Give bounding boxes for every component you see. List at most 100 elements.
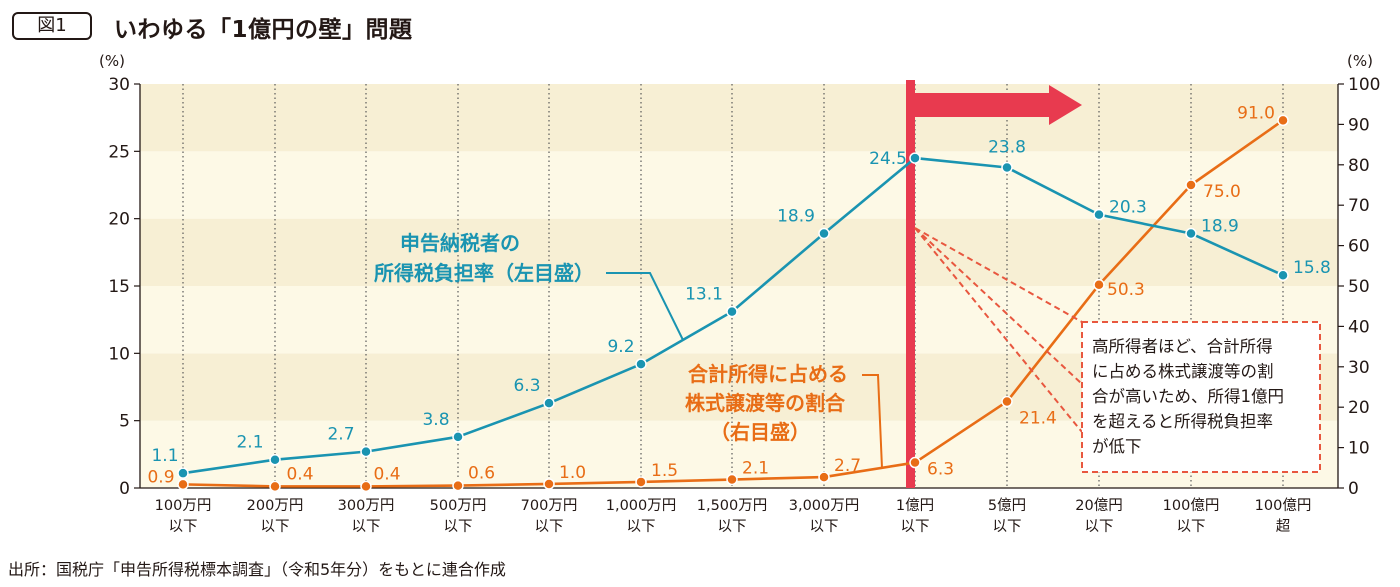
- tax-rate-data-label: 2.7: [327, 425, 354, 445]
- category-label: 100億円: [1163, 497, 1220, 514]
- right-tick-label: 100: [1348, 75, 1380, 95]
- category-label: 5億円: [988, 497, 1026, 514]
- note-box: [1081, 321, 1321, 473]
- share-data-label: 75.0: [1203, 182, 1241, 202]
- share-point: [452, 479, 464, 492]
- tax-rate-point: [909, 152, 921, 164]
- category-label: 超: [1276, 518, 1291, 535]
- right-tick-label: 70: [1348, 196, 1370, 216]
- tax-rate-point: [635, 358, 647, 370]
- tax-rate-data-label: 13.1: [685, 285, 723, 305]
- share-data-label: 2.7: [834, 456, 861, 476]
- note-text-line: に占める株式譲渡等の割: [1092, 362, 1274, 381]
- threshold-arrow: [915, 85, 1082, 125]
- right-axis-unit: (%): [1347, 52, 1373, 70]
- left-tick-label: 30: [108, 75, 130, 95]
- tax-rate-point: [177, 467, 189, 479]
- tax-rate-data-label: 23.8: [988, 137, 1026, 157]
- tax-rate-series-label: 申告納税者の: [400, 231, 520, 255]
- category-label: 以下: [901, 519, 930, 535]
- share-series-label: （右目盛）: [710, 420, 810, 444]
- note-pointer-line: [914, 227, 1083, 323]
- tax-rate-data-label: 18.9: [1201, 216, 1239, 236]
- tax-rate-point: [726, 305, 738, 318]
- tax-rate-data-label: 18.9: [777, 206, 815, 226]
- tax-rate-point: [452, 431, 464, 443]
- category-label: 以下: [627, 519, 656, 535]
- share-data-label: 1.0: [559, 463, 586, 483]
- tax-rate-data-label: 24.5: [869, 149, 907, 169]
- share-point: [635, 476, 647, 488]
- left-tick-label: 15: [108, 277, 130, 297]
- right-tick-label: 50: [1348, 277, 1370, 297]
- category-label: 以下: [169, 519, 198, 535]
- share-data-label: 21.4: [1019, 409, 1057, 429]
- right-tick-label: 20: [1348, 398, 1370, 418]
- background-band: [140, 151, 1338, 219]
- right-tick-label: 40: [1348, 317, 1370, 337]
- share-data-label: 50.3: [1107, 280, 1145, 300]
- right-tick-label: 60: [1348, 237, 1370, 257]
- category-label: 以下: [1085, 519, 1114, 535]
- tax-rate-data-label: 6.3: [513, 376, 540, 396]
- figure-label: 図1: [12, 12, 92, 40]
- note-text-line: 合が高いため、所得1億円: [1092, 387, 1284, 406]
- category-label: 以下: [718, 519, 747, 535]
- share-leader-line: [862, 374, 883, 469]
- category-label: 以下: [810, 519, 839, 535]
- source-note: 出所：国税庁「申告所得税標本調査」（令和5年分）をもとに連合作成: [8, 560, 506, 579]
- right-tick-label: 0: [1348, 479, 1359, 499]
- share-data-label: 2.1: [742, 459, 769, 479]
- left-tick-label: 25: [108, 142, 130, 162]
- right-tick-label: 90: [1348, 115, 1370, 135]
- share-point: [1277, 114, 1289, 127]
- note-text-line: が低下: [1092, 437, 1142, 456]
- tax-rate-point: [360, 445, 372, 458]
- tax-rate-series-label: 所得税負担率（左目盛）: [374, 261, 594, 285]
- left-tick-label: 10: [108, 344, 130, 364]
- tax-rate-data-label: 2.1: [236, 433, 263, 453]
- category-label: 以下: [535, 519, 564, 535]
- share-data-label: 6.3: [927, 460, 954, 480]
- category-label: 100万円: [155, 498, 212, 514]
- share-data-label: 0.6: [468, 464, 495, 484]
- category-label: 3,000万円: [789, 498, 860, 514]
- share-data-label: 0.4: [373, 464, 400, 484]
- share-series-label: 株式譲渡等の割合: [685, 391, 846, 415]
- tax-rate-point: [1001, 161, 1013, 174]
- right-tick-label: 80: [1348, 156, 1370, 176]
- share-point: [1093, 279, 1105, 291]
- share-data-label: 0.4: [286, 464, 313, 484]
- share-point: [269, 480, 281, 493]
- right-tick-label: 10: [1348, 439, 1370, 459]
- share-point: [1001, 395, 1013, 408]
- category-label: 以下: [993, 519, 1022, 535]
- note-text-line: を超えると所得税負担率: [1092, 412, 1273, 431]
- category-label: 500万円: [430, 498, 487, 514]
- tax-rate-data-label: 9.2: [607, 337, 634, 357]
- tax-rate-point: [269, 453, 281, 466]
- category-label: 以下: [1177, 519, 1206, 535]
- share-data-label: 1.5: [651, 461, 678, 481]
- share-point: [909, 456, 921, 469]
- background-band: [140, 218, 1338, 286]
- tax-rate-point: [818, 227, 830, 240]
- note-pointer-line: [914, 227, 1083, 433]
- category-label: 以下: [444, 519, 473, 535]
- share-point: [1185, 179, 1197, 191]
- category-label: 1,500万円: [697, 498, 768, 514]
- category-label: 700万円: [521, 498, 578, 514]
- category-label: 1億円: [896, 497, 934, 514]
- share-point: [543, 478, 555, 490]
- tax-rate-point: [1185, 227, 1197, 240]
- tax-rate-data-label: 3.8: [422, 410, 449, 430]
- share-point: [177, 478, 189, 491]
- tax-rate-point: [543, 397, 555, 409]
- threshold-marker-bar: [906, 80, 915, 488]
- tax-rate-point: [1277, 269, 1289, 281]
- left-tick-label: 5: [119, 412, 130, 432]
- right-tick-label: 30: [1348, 358, 1370, 378]
- left-tick-label: 20: [108, 210, 130, 230]
- tax-rate-data-label: 20.3: [1109, 198, 1147, 218]
